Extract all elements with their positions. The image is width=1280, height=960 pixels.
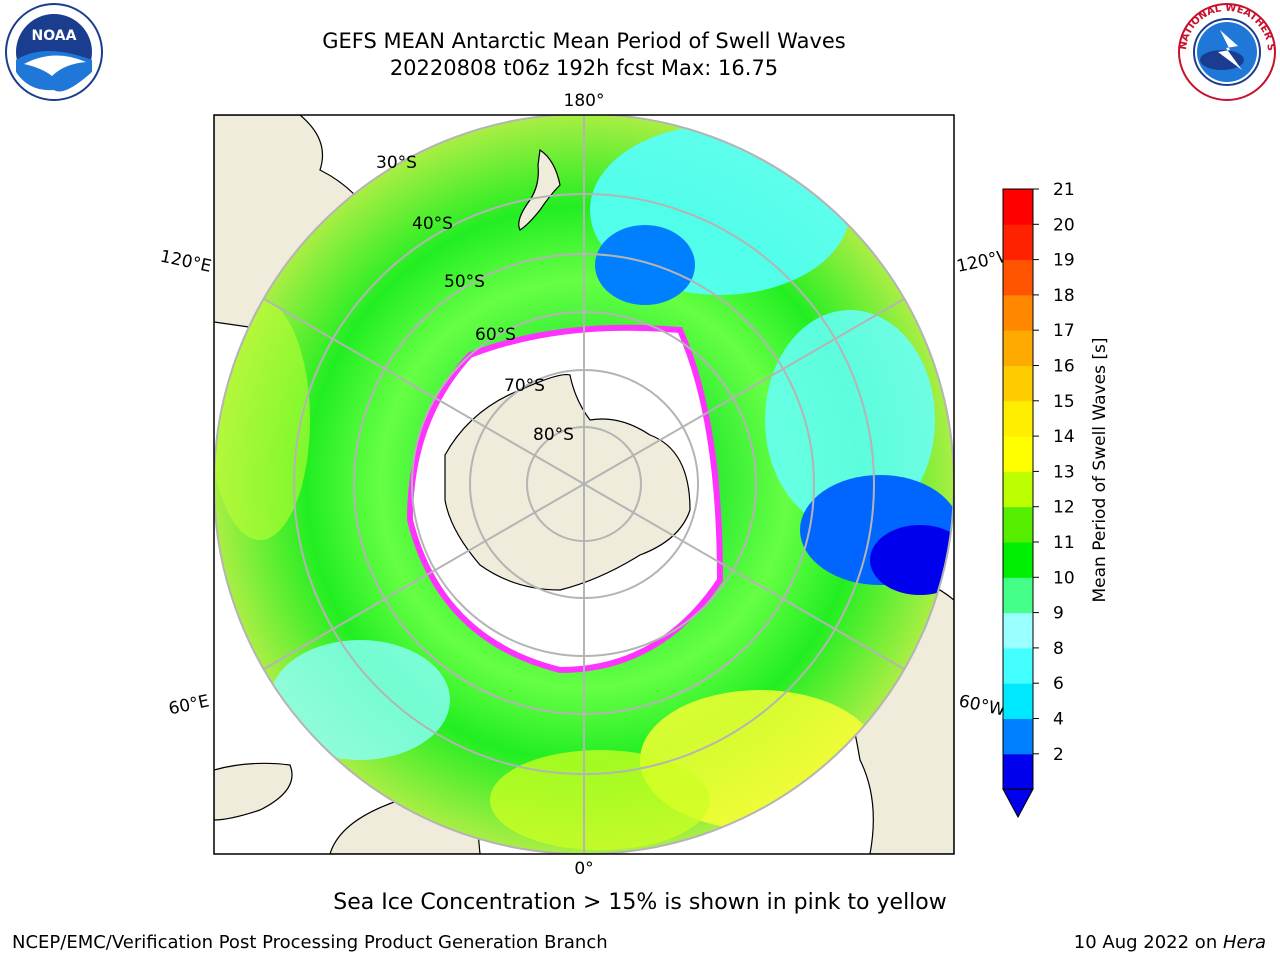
map-subtitle: 20220808 t06z 192h fcst Max: 16.75 (389, 56, 779, 80)
colorbar-tick-label: 11 (1053, 533, 1075, 553)
sea-ice-note: Sea Ice Concentration > 15% is shown in … (333, 890, 947, 915)
map-frame (213, 114, 955, 855)
colorbar-tick-label: 19 (1053, 251, 1075, 271)
lat-label-60s: 60°S (475, 325, 516, 345)
colorbar-segment (1003, 400, 1033, 437)
colorbar-segment (1003, 506, 1033, 543)
lat-label-40s: 40°S (412, 214, 453, 234)
colorbar-tick-label: 13 (1053, 462, 1075, 482)
colorbar-segment (1003, 471, 1033, 508)
colorbar-segment (1003, 612, 1033, 649)
colorbar-segment (1003, 718, 1033, 755)
colorbar-tick-label: 21 (1053, 180, 1075, 200)
lon-label-180: 180° (564, 91, 605, 111)
footer-date-text: 10 Aug 2022 on (1073, 932, 1223, 953)
colorbar-segment (1003, 365, 1033, 402)
colorbar-label: Mean Period of Swell Waves [s] (1090, 338, 1110, 603)
lat-label-30s: 30°S (376, 153, 417, 173)
colorbar-tick-label: 4 (1053, 710, 1064, 730)
colorbar-tick-label: 15 (1053, 392, 1075, 412)
lat-label-80s: 80°S (533, 425, 574, 445)
lon-label-120e: 120°E (158, 247, 213, 277)
colorbar-segment (1003, 436, 1033, 472)
footer-machine: Hera (1222, 932, 1266, 953)
colorbar-tick-label: 12 (1053, 498, 1075, 518)
lon-label-0: 0° (574, 859, 593, 879)
colorbar-segment (1003, 753, 1033, 790)
colorbar-segment (1003, 224, 1033, 261)
noaa-logo: NOAA (5, 3, 103, 101)
graticule (214, 115, 954, 854)
colorbar-tick-label: 16 (1053, 357, 1075, 377)
nws-logo: NATIONAL WEATHER SERVICE (1176, 2, 1276, 101)
lon-label-60w: 60°W (957, 691, 1007, 720)
colorbar-tick-label: 8 (1053, 639, 1064, 659)
colorbar-segment (1003, 189, 1033, 225)
lat-label-50s: 50°S (444, 272, 485, 292)
footer-credit: NCEP/EMC/Verification Post Processing Pr… (12, 932, 608, 953)
colorbar-tick-label: 10 (1053, 568, 1075, 588)
new-zealand-land (518, 148, 561, 231)
colorbar-tick-label: 14 (1053, 427, 1075, 447)
colorbar-segment (1003, 683, 1033, 719)
footer-date: 10 Aug 2022 on Hera (1074, 932, 1266, 953)
colorbar-segment (1003, 294, 1033, 331)
lon-label-60e: 60°E (167, 691, 211, 719)
colorbar-tick-label: 2 (1053, 745, 1064, 765)
colorbar-extend-arrow (1002, 788, 1034, 819)
colorbar-tick-label: 17 (1053, 321, 1075, 341)
colorbar-tick-label: 9 (1053, 604, 1064, 624)
map-area (214, 115, 954, 854)
colorbar-frame (1002, 188, 1034, 790)
colorbar: 21 20 19 18 17 16 15 14 13 12 11 10 9 8 6 4 2 (1002, 180, 1075, 819)
colorbar-segment (1003, 330, 1033, 366)
lat-label-70s: 70°S (504, 376, 545, 396)
colorbar-segment (1003, 542, 1033, 578)
colorbar-tick-label: 6 (1053, 674, 1064, 694)
colorbar-tick-label: 20 (1053, 215, 1075, 235)
colorbar-tick-label: 18 (1053, 286, 1075, 306)
noaa-logo-text: NOAA (32, 28, 77, 44)
colorbar-segment (1003, 647, 1033, 684)
antarctica-land (444, 373, 691, 591)
colorbar-segment (1003, 259, 1033, 296)
map-title: GEFS MEAN Antarctic Mean Period of Swell… (322, 29, 846, 53)
colorbar-segment (1003, 577, 1033, 614)
